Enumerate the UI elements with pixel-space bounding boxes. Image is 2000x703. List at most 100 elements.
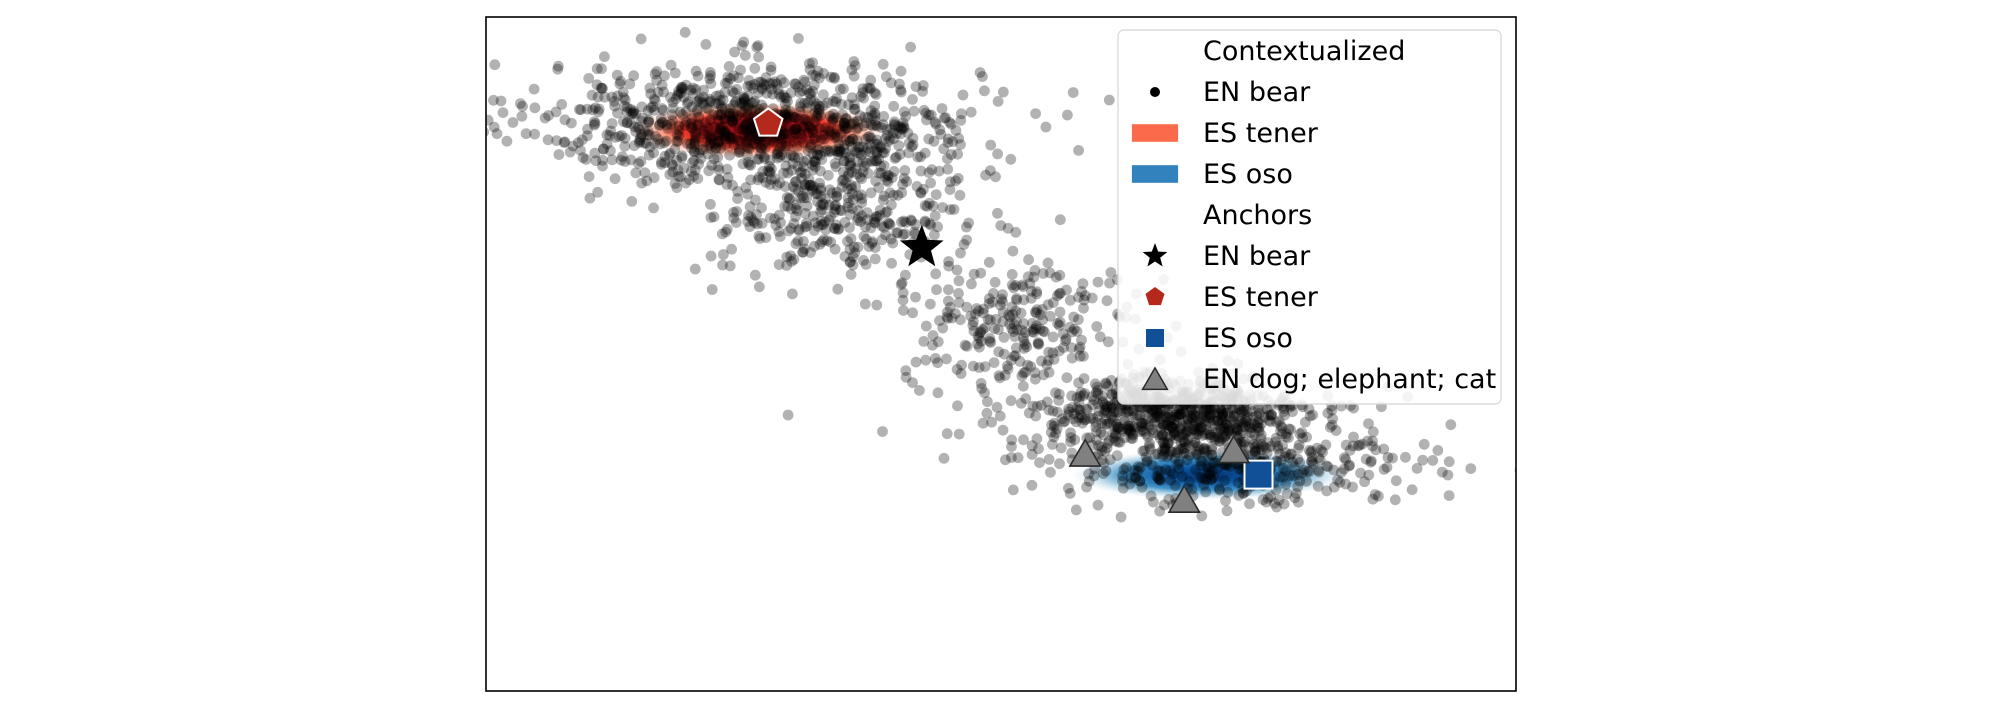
scatter-point xyxy=(1272,443,1284,454)
scatter-point xyxy=(1197,444,1209,456)
scatter-point xyxy=(923,109,935,121)
scatter-point xyxy=(1134,410,1146,422)
scatter-point xyxy=(794,106,806,117)
scatter-point xyxy=(832,146,843,157)
scatter-point xyxy=(842,170,854,182)
scatter-point xyxy=(982,314,994,325)
scatter-point xyxy=(941,353,952,365)
scatter-point xyxy=(881,129,893,141)
scatter-point xyxy=(1209,434,1221,446)
scatter-point xyxy=(852,115,863,127)
scatter-point xyxy=(1259,411,1270,423)
scatter-point xyxy=(930,189,942,201)
scatter-point xyxy=(678,91,690,103)
scatter-point xyxy=(1037,325,1049,337)
scatter-point xyxy=(1030,373,1041,385)
scatter-point xyxy=(907,139,919,151)
scatter-point xyxy=(887,127,899,139)
scatter-point xyxy=(792,81,804,93)
scatter-point xyxy=(656,116,668,128)
scatter-point xyxy=(792,161,804,172)
legend-patch-icon xyxy=(1131,165,1179,183)
scatter-point xyxy=(552,63,564,75)
scatter-point xyxy=(839,120,850,132)
scatter-point xyxy=(871,147,883,159)
scatter-point xyxy=(980,169,991,181)
scatter-point xyxy=(1149,411,1161,423)
scatter-point xyxy=(1178,447,1190,459)
scatter-point xyxy=(1221,505,1233,517)
scatter-point xyxy=(879,171,891,183)
scatter-point xyxy=(862,214,873,226)
scatter-point xyxy=(901,176,912,187)
scatter-point xyxy=(625,118,637,129)
scatter-point xyxy=(1154,505,1166,517)
scatter-point xyxy=(1163,409,1175,421)
scatter-point xyxy=(648,147,659,159)
scatter-point xyxy=(674,106,686,118)
scatter-point xyxy=(856,193,868,205)
scatter-point xyxy=(798,236,809,247)
scatter-point xyxy=(705,212,717,224)
scatter-point xyxy=(815,182,827,194)
scatter-point xyxy=(808,134,820,145)
scatter-point xyxy=(1062,409,1074,421)
scatter-point xyxy=(728,212,740,224)
scatter-point xyxy=(1265,416,1277,428)
scatter-point xyxy=(802,97,814,109)
scatter-point xyxy=(1159,404,1171,416)
scatter-point xyxy=(832,224,844,236)
scatter-point xyxy=(1156,430,1168,441)
scatter-point xyxy=(851,168,863,180)
scatter-point xyxy=(869,115,881,126)
scatter-point xyxy=(769,76,781,87)
scatter-point xyxy=(796,85,808,97)
scatter-point xyxy=(819,145,831,157)
scatter-point xyxy=(769,213,780,225)
scatter-point xyxy=(742,109,754,121)
scatter-point xyxy=(648,93,660,105)
scatter-point xyxy=(821,235,833,247)
scatter-point xyxy=(811,188,823,200)
scatter-point xyxy=(736,98,748,110)
scatter-point xyxy=(1022,359,1033,371)
scatter-point xyxy=(1417,454,1429,466)
scatter-point xyxy=(852,156,864,168)
scatter-point xyxy=(1230,423,1241,434)
scatter-point xyxy=(1219,422,1230,434)
scatter-point xyxy=(648,104,660,116)
scatter-point xyxy=(743,99,754,111)
scatter-point xyxy=(745,159,756,171)
scatter-point xyxy=(1200,410,1212,422)
scatter-point xyxy=(742,188,754,200)
scatter-point xyxy=(1068,413,1079,425)
scatter-point xyxy=(943,260,955,272)
scatter-point xyxy=(1053,395,1065,406)
scatter-point xyxy=(1090,421,1102,433)
scatter-point xyxy=(1096,441,1108,453)
scatter-point xyxy=(1306,451,1318,463)
scatter-point xyxy=(819,216,831,228)
scatter-point xyxy=(907,307,918,319)
scatter-point xyxy=(1154,403,1166,415)
scatter-point xyxy=(1023,407,1035,419)
scatter-point xyxy=(1045,466,1056,478)
scatter-point xyxy=(670,93,682,105)
scatter-point xyxy=(951,264,963,276)
scatter-point xyxy=(1280,478,1292,490)
scatter-point xyxy=(1026,440,1038,452)
scatter-point xyxy=(1097,390,1108,402)
scatter-point xyxy=(844,151,856,162)
scatter-point xyxy=(783,225,795,237)
scatter-point xyxy=(735,136,746,148)
scatter-point xyxy=(797,190,808,202)
scatter-point xyxy=(799,114,810,125)
scatter-point xyxy=(582,123,593,135)
scatter-point xyxy=(1067,402,1078,413)
scatter-point xyxy=(1174,409,1185,420)
scatter-point xyxy=(1030,410,1042,422)
scatter-point xyxy=(1159,410,1171,421)
scatter-point xyxy=(915,151,926,163)
scatter-point xyxy=(830,219,842,231)
